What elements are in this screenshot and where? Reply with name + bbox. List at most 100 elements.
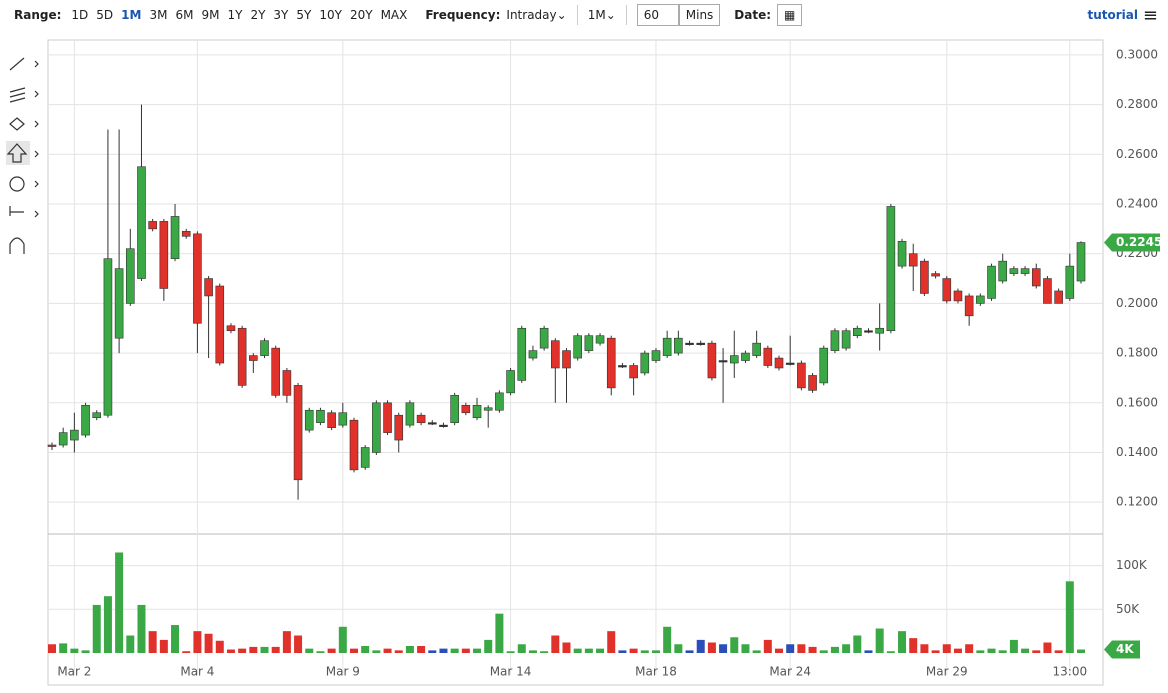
volume-bar [372, 650, 381, 653]
candle-body [830, 330, 840, 351]
volume-bar [159, 639, 168, 653]
volume-bar [562, 642, 571, 653]
candle-body [506, 370, 515, 394]
volume-bar [282, 631, 291, 653]
volume-bar [584, 648, 593, 653]
volume-bar [182, 651, 191, 653]
volume-bar [1021, 648, 1030, 653]
range-button[interactable]: 3M [149, 8, 168, 22]
volume-bar [551, 635, 560, 653]
candle-body [204, 278, 213, 297]
volume-bar [115, 552, 124, 653]
candle-body [47, 444, 57, 447]
volume-bar [517, 644, 526, 653]
separator [576, 5, 578, 25]
range-button[interactable]: 5D [96, 8, 114, 22]
volume-bar [528, 650, 537, 653]
volume-bar [965, 644, 974, 653]
candle-body [316, 409, 325, 423]
candle-body [271, 347, 280, 396]
x-tick-label: Mar 14 [490, 665, 532, 679]
volume-bar [417, 646, 426, 653]
candle-body [1009, 268, 1019, 274]
volume-bar [696, 639, 705, 653]
y2-tick-label: 100K [1116, 558, 1148, 572]
volume-bar [338, 626, 347, 653]
volume-bar [886, 651, 895, 653]
candle-body [338, 412, 348, 426]
interval-input[interactable]: 60 [636, 4, 679, 26]
candle-body [886, 206, 896, 332]
volume-bar [875, 628, 884, 653]
candle-body [584, 335, 594, 351]
y-tick-label: 0.1600 [1116, 395, 1158, 409]
range-button[interactable]: 9M [201, 8, 220, 22]
candle-body [170, 216, 180, 259]
candle-body [539, 327, 549, 349]
toolbar: Range: 1D 5D 1M 3M 6M 9M 1Y 2Y 3Y 5Y 10Y 20Y MAX Frequ… [0, 0, 1168, 30]
volume-bar [719, 644, 728, 653]
range-button[interactable]: MAX [380, 8, 408, 22]
candle-body [964, 295, 974, 317]
volume-bar [148, 631, 157, 653]
candle-body [114, 268, 124, 339]
candle-body [304, 409, 314, 431]
candle-body [606, 337, 616, 389]
range-button[interactable]: 1D [71, 8, 89, 22]
candle-body [416, 414, 426, 423]
y-tick-label: 0.3000 [1116, 47, 1158, 61]
x-tick-label: Mar 29 [926, 665, 968, 679]
volume-bar [204, 633, 213, 653]
volume-bar [763, 639, 772, 653]
x-tick-label: Mar 18 [635, 665, 677, 679]
volume-bar [92, 604, 101, 653]
caret: ⌄ [605, 8, 616, 22]
drawing-tools[interactable] [6, 57, 39, 254]
period-select[interactable]: 1M [587, 8, 606, 22]
volume-bar [909, 638, 918, 653]
candle-body [226, 325, 236, 332]
candle-body [696, 342, 706, 345]
frequency-select[interactable]: Intraday [506, 8, 557, 22]
candle-body [517, 327, 527, 381]
volume-bar [171, 625, 180, 653]
frequency-label: Frequency: [425, 8, 501, 22]
candle-body [92, 412, 102, 418]
candle-body [651, 350, 661, 361]
volume-bar [853, 635, 862, 653]
candle-body [148, 221, 157, 230]
candle-body [237, 327, 247, 386]
volume-bar [685, 650, 694, 653]
range-button[interactable]: 1M [121, 8, 142, 22]
y-tick-label: 0.2000 [1116, 296, 1158, 310]
volume-bar [126, 635, 135, 653]
candle-body [864, 330, 873, 333]
candle-body [595, 335, 605, 344]
range-button[interactable]: 2Y [250, 8, 266, 22]
volume-bar [226, 649, 235, 653]
tutorial-link[interactable]: tutorial [1087, 8, 1138, 22]
candle-body [640, 352, 650, 374]
volume-bar [797, 644, 806, 653]
volume-bar [898, 631, 907, 653]
menu-icon[interactable]: ≡ [1142, 4, 1158, 26]
candle-body [920, 260, 929, 294]
volume-bar [942, 644, 951, 653]
range-button[interactable]: 10Y [319, 8, 342, 22]
y-tick-label: 0.1200 [1116, 495, 1158, 509]
last-price-badge [1104, 233, 1160, 252]
candle-body [293, 385, 303, 481]
range-button[interactable]: 3Y [273, 8, 289, 22]
range-button[interactable]: 6M [175, 8, 194, 22]
range-button[interactable]: 20Y [349, 8, 373, 22]
range-button[interactable]: 5Y [296, 8, 312, 22]
separator [625, 5, 627, 25]
range-button[interactable]: 1Y [227, 8, 243, 22]
volume-bar [215, 640, 224, 653]
caret: ⌄ [556, 8, 567, 22]
candle-body [853, 327, 862, 336]
date-picker[interactable]: ▦ [777, 4, 803, 26]
candle-body [249, 355, 258, 361]
candle-body [70, 429, 79, 441]
